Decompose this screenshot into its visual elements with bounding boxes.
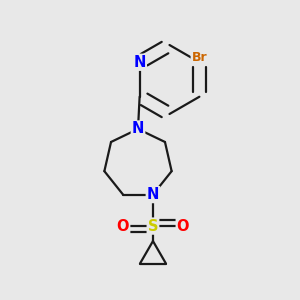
Text: N: N xyxy=(147,187,159,202)
Text: S: S xyxy=(148,219,158,234)
Text: N: N xyxy=(134,55,146,70)
Text: O: O xyxy=(117,219,129,234)
Text: N: N xyxy=(132,122,144,136)
Text: Br: Br xyxy=(192,51,207,64)
Text: O: O xyxy=(177,219,189,234)
